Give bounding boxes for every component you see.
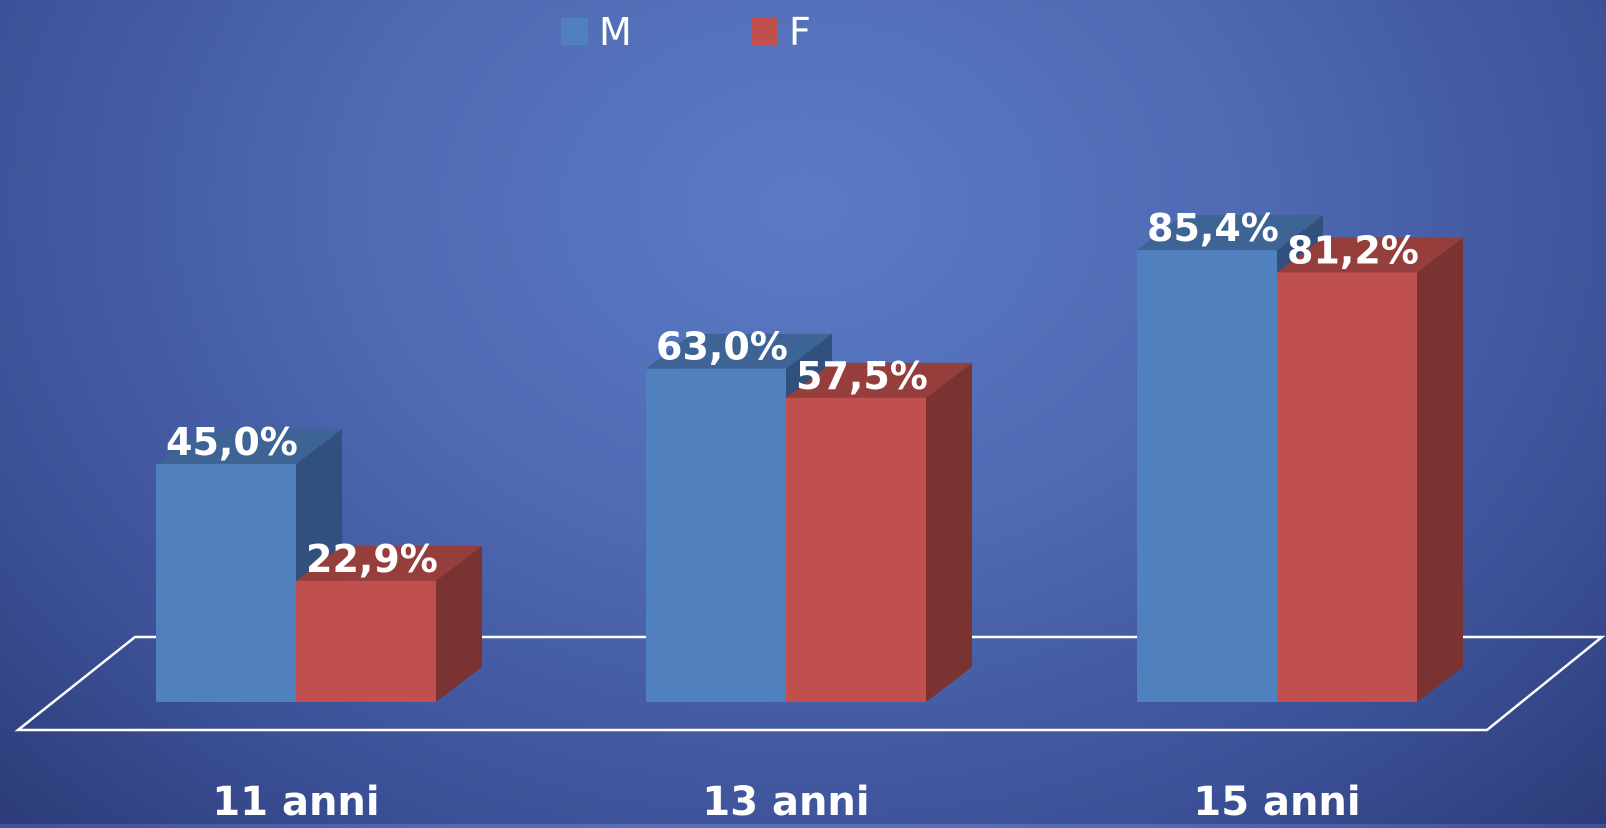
data-label-M-3: 85,4% bbox=[1147, 206, 1279, 250]
data-label-F-1: 22,9% bbox=[306, 537, 438, 581]
bar-F-3 bbox=[1277, 237, 1463, 702]
bar-F-2 bbox=[786, 362, 972, 702]
bar-front bbox=[296, 580, 436, 702]
bar-top bbox=[786, 362, 972, 398]
bar-front bbox=[1277, 272, 1417, 702]
data-label-F-3: 81,2% bbox=[1287, 228, 1419, 272]
bar-side bbox=[1417, 237, 1463, 702]
category-label-1: 11 anni bbox=[212, 779, 379, 824]
bar-top bbox=[1277, 237, 1463, 273]
bar-top bbox=[296, 545, 482, 581]
category-label-2: 13 anni bbox=[702, 779, 869, 824]
bar-front bbox=[1137, 250, 1277, 702]
bar-F-1 bbox=[296, 545, 482, 702]
legend-item-M: M bbox=[561, 10, 632, 54]
chart-floor bbox=[14, 635, 1606, 732]
bar-front bbox=[786, 397, 926, 702]
legend-label-F: F bbox=[789, 10, 811, 54]
data-label-M-2: 63,0% bbox=[656, 325, 788, 369]
bar-front bbox=[646, 368, 786, 702]
legend-swatch-F bbox=[751, 18, 778, 45]
category-label-3: 15 anni bbox=[1193, 779, 1360, 824]
data-label-M-1: 45,0% bbox=[166, 420, 298, 464]
legend-label-M: M bbox=[599, 10, 632, 54]
data-label-F-2: 57,5% bbox=[796, 354, 928, 398]
bar-top bbox=[156, 428, 342, 464]
bar-top bbox=[646, 333, 832, 369]
legend-swatch-M bbox=[561, 18, 588, 45]
bar-side bbox=[926, 362, 972, 702]
bar-front bbox=[156, 463, 296, 702]
legend-item-F: F bbox=[751, 10, 811, 54]
bar-side bbox=[436, 545, 482, 702]
bar-top bbox=[1137, 215, 1323, 251]
